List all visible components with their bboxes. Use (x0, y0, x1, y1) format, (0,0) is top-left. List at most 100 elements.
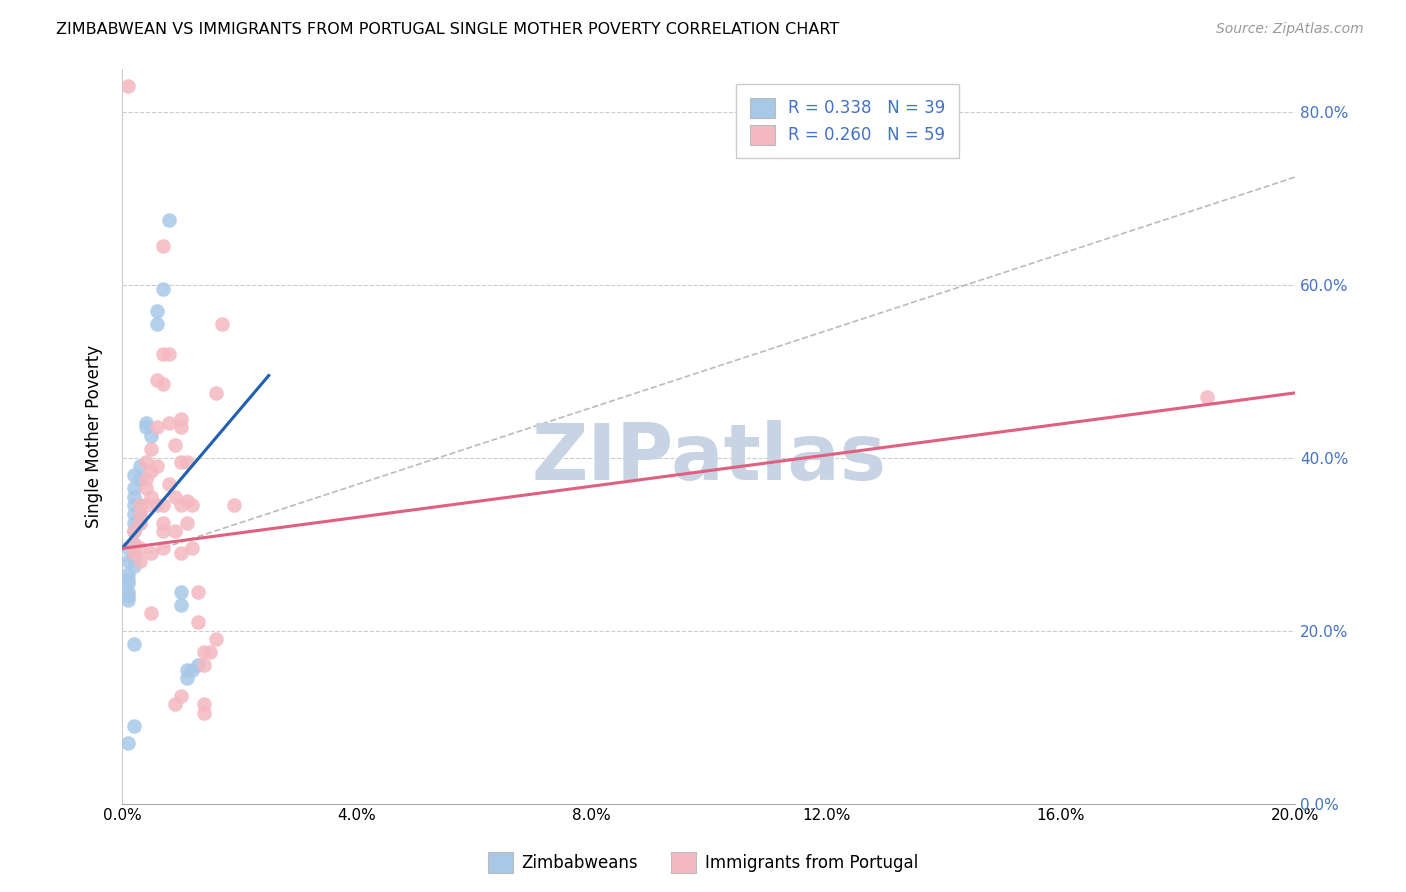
Point (170, 598, 193, 612)
Point (128, 498, 150, 512)
Point (122, 558, 145, 573)
Point (134, 481, 156, 495)
Point (128, 459, 150, 474)
Point (176, 455, 198, 469)
Point (122, 481, 145, 495)
Point (187, 615, 209, 629)
Point (117, 554, 139, 568)
Point (170, 498, 193, 512)
Point (117, 584, 139, 599)
Point (122, 524, 145, 539)
Point (134, 420, 156, 434)
Point (152, 541, 174, 556)
Point (128, 516, 150, 530)
Point (128, 498, 150, 512)
Point (141, 607, 163, 621)
Point (146, 498, 169, 512)
Point (146, 459, 169, 474)
Point (170, 689, 193, 703)
Point (128, 516, 150, 530)
Point (152, 239, 174, 253)
Point (146, 317, 169, 331)
Point (141, 490, 163, 504)
Point (187, 584, 209, 599)
Point (170, 546, 193, 560)
Point (176, 671, 198, 685)
Point (122, 498, 145, 512)
Point (157, 212, 180, 227)
Point (181, 498, 204, 512)
Point (157, 476, 180, 491)
Point (122, 537, 145, 551)
Point (122, 507, 145, 521)
Point (222, 498, 245, 512)
Point (176, 663, 198, 677)
Point (152, 282, 174, 296)
Point (198, 645, 221, 659)
Point (117, 736, 139, 750)
Point (146, 303, 169, 318)
Point (176, 494, 198, 508)
Point (193, 697, 215, 711)
Point (141, 429, 163, 443)
Point (163, 490, 186, 504)
Text: ZIPatlas: ZIPatlas (531, 420, 886, 496)
Point (146, 420, 169, 434)
Point (117, 593, 139, 607)
Text: Source: ZipAtlas.com: Source: ZipAtlas.com (1216, 22, 1364, 37)
Point (170, 584, 193, 599)
Point (122, 637, 145, 651)
Point (128, 472, 150, 486)
Point (122, 550, 145, 565)
Point (122, 719, 145, 733)
Point (122, 490, 145, 504)
Point (193, 706, 215, 720)
Point (152, 347, 174, 361)
Point (205, 632, 228, 647)
Y-axis label: Single Mother Poverty: Single Mother Poverty (86, 344, 103, 528)
Point (122, 537, 145, 551)
Point (141, 442, 163, 456)
Point (128, 507, 150, 521)
Point (163, 524, 186, 539)
Point (163, 697, 186, 711)
Point (152, 524, 174, 539)
Point (122, 524, 145, 539)
Point (134, 498, 156, 512)
Legend: Zimbabweans, Immigrants from Portugal: Zimbabweans, Immigrants from Portugal (481, 846, 925, 880)
Point (141, 464, 163, 478)
Point (122, 546, 145, 560)
Point (181, 663, 204, 677)
Point (152, 498, 174, 512)
Point (117, 567, 139, 582)
Point (163, 438, 186, 452)
Text: ZIMBABWEAN VS IMMIGRANTS FROM PORTUGAL SINGLE MOTHER POVERTY CORRELATION CHART: ZIMBABWEAN VS IMMIGRANTS FROM PORTUGAL S… (56, 22, 839, 37)
Point (170, 455, 193, 469)
Point (1197, 390, 1219, 404)
Point (122, 516, 145, 530)
Point (187, 658, 209, 673)
Point (117, 589, 139, 603)
Point (128, 554, 150, 568)
Point (128, 507, 150, 521)
Point (117, 576, 139, 591)
Point (117, 541, 139, 556)
Point (122, 467, 145, 482)
Point (117, 572, 139, 586)
Point (152, 377, 174, 392)
Point (157, 416, 180, 430)
Point (205, 385, 228, 400)
Point (134, 472, 156, 486)
Point (152, 516, 174, 530)
Legend: R = 0.338   N = 39, R = 0.260   N = 59: R = 0.338 N = 39, R = 0.260 N = 59 (737, 84, 959, 158)
Point (134, 416, 156, 430)
Point (181, 541, 204, 556)
Point (170, 420, 193, 434)
Point (128, 541, 150, 556)
Point (141, 546, 163, 560)
Point (176, 516, 198, 530)
Point (157, 347, 180, 361)
Point (193, 645, 215, 659)
Point (146, 373, 169, 387)
Point (134, 455, 156, 469)
